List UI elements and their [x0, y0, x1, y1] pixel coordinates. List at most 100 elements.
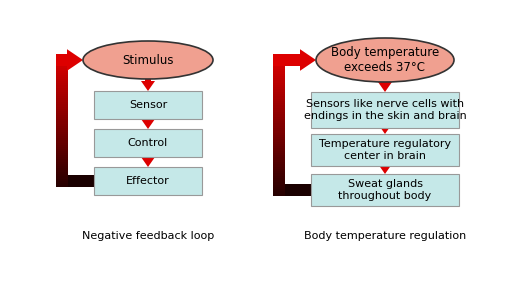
Polygon shape — [56, 162, 68, 164]
Polygon shape — [273, 162, 285, 164]
Polygon shape — [273, 153, 285, 155]
Polygon shape — [56, 132, 68, 134]
Polygon shape — [56, 141, 68, 143]
Polygon shape — [141, 157, 155, 167]
Polygon shape — [273, 60, 285, 62]
Polygon shape — [56, 81, 68, 83]
Polygon shape — [273, 171, 285, 173]
FancyBboxPatch shape — [94, 91, 202, 119]
Polygon shape — [378, 82, 392, 92]
Polygon shape — [56, 102, 68, 105]
Polygon shape — [273, 62, 285, 65]
Polygon shape — [273, 135, 285, 137]
Polygon shape — [273, 137, 285, 139]
Polygon shape — [378, 164, 392, 174]
Polygon shape — [56, 183, 68, 185]
Polygon shape — [273, 103, 285, 105]
Polygon shape — [273, 80, 285, 83]
Polygon shape — [56, 121, 68, 124]
Polygon shape — [273, 67, 285, 69]
Text: Temperature regulatory
center in brain: Temperature regulatory center in brain — [319, 139, 451, 161]
FancyBboxPatch shape — [311, 174, 459, 206]
Polygon shape — [273, 83, 285, 85]
Polygon shape — [273, 94, 285, 96]
Polygon shape — [273, 105, 285, 108]
Polygon shape — [273, 130, 285, 132]
Polygon shape — [273, 187, 285, 189]
Polygon shape — [273, 192, 285, 194]
Polygon shape — [378, 124, 392, 134]
Polygon shape — [273, 65, 285, 67]
Text: Body temperature regulation: Body temperature regulation — [304, 231, 466, 241]
Polygon shape — [273, 194, 285, 196]
Polygon shape — [56, 75, 68, 77]
Polygon shape — [273, 139, 285, 142]
Polygon shape — [56, 124, 68, 126]
Polygon shape — [56, 128, 68, 130]
Polygon shape — [56, 155, 68, 157]
Polygon shape — [273, 124, 285, 126]
Text: Effector: Effector — [126, 176, 170, 186]
Polygon shape — [382, 124, 388, 128]
Polygon shape — [273, 180, 285, 182]
Polygon shape — [145, 79, 151, 81]
Polygon shape — [56, 107, 68, 109]
Polygon shape — [273, 112, 285, 114]
Text: Control: Control — [128, 138, 168, 148]
Polygon shape — [56, 73, 68, 75]
Polygon shape — [56, 90, 68, 92]
Polygon shape — [273, 160, 285, 162]
Polygon shape — [56, 126, 68, 128]
Polygon shape — [273, 173, 285, 176]
Polygon shape — [56, 100, 68, 102]
Polygon shape — [273, 185, 285, 187]
Polygon shape — [56, 149, 68, 151]
Polygon shape — [56, 185, 68, 187]
Polygon shape — [273, 98, 285, 101]
Polygon shape — [273, 114, 285, 117]
Polygon shape — [273, 96, 285, 98]
Polygon shape — [273, 151, 285, 153]
FancyBboxPatch shape — [94, 167, 202, 195]
Polygon shape — [56, 79, 68, 81]
Polygon shape — [273, 128, 285, 130]
Polygon shape — [273, 85, 285, 87]
Polygon shape — [273, 78, 285, 80]
Polygon shape — [56, 145, 68, 147]
Ellipse shape — [316, 38, 454, 82]
Polygon shape — [56, 66, 68, 69]
Polygon shape — [56, 151, 68, 153]
Polygon shape — [56, 164, 68, 166]
Polygon shape — [56, 98, 68, 100]
Text: Sensor: Sensor — [129, 100, 167, 110]
Polygon shape — [273, 176, 285, 178]
Polygon shape — [56, 157, 68, 160]
Polygon shape — [273, 69, 285, 71]
Polygon shape — [56, 111, 68, 113]
Polygon shape — [382, 164, 388, 166]
Polygon shape — [56, 64, 68, 66]
Polygon shape — [273, 132, 285, 135]
Polygon shape — [68, 175, 94, 187]
Polygon shape — [141, 119, 155, 129]
Polygon shape — [56, 86, 68, 88]
Polygon shape — [273, 164, 285, 166]
Polygon shape — [56, 71, 68, 73]
Polygon shape — [56, 134, 68, 136]
Polygon shape — [56, 117, 68, 119]
Polygon shape — [56, 172, 68, 174]
Polygon shape — [56, 69, 68, 71]
Polygon shape — [273, 189, 285, 192]
Polygon shape — [273, 119, 285, 121]
Polygon shape — [273, 71, 285, 74]
Polygon shape — [273, 148, 285, 151]
Polygon shape — [56, 147, 68, 149]
FancyBboxPatch shape — [311, 134, 459, 166]
Polygon shape — [56, 143, 68, 145]
FancyBboxPatch shape — [94, 129, 202, 157]
Polygon shape — [56, 54, 67, 66]
Polygon shape — [285, 184, 311, 196]
Polygon shape — [273, 166, 285, 169]
Polygon shape — [56, 153, 68, 155]
Polygon shape — [273, 54, 300, 66]
